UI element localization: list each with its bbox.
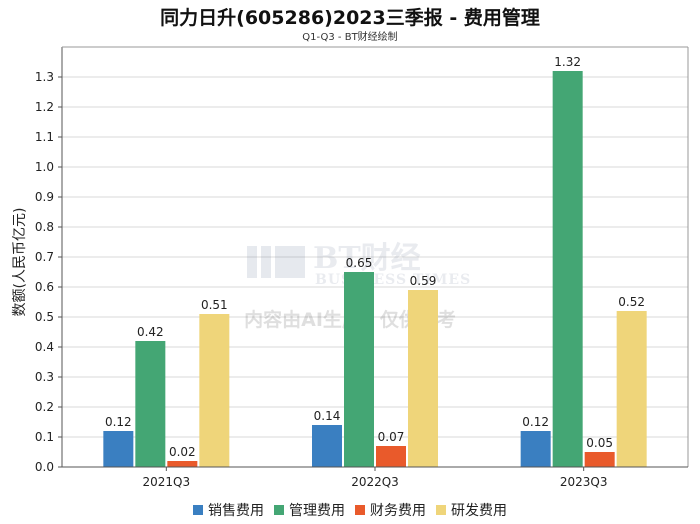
legend-swatch [274,505,284,515]
y-tick-label: 0.2 [35,400,54,414]
chart-subtitle: Q1-Q3 - BT财经绘制 [302,32,398,43]
bar [312,425,342,467]
y-axis-label: 数额(人民币亿元) [12,208,28,317]
bar-value-label: 0.42 [137,325,164,339]
bar-value-label: 0.51 [201,298,228,312]
bar [552,71,583,467]
y-tick-label: 0.0 [35,460,54,474]
bar [408,290,438,467]
data-labels: 0.12 0.42 0.02 0.51 0.14 0.65 0.07 0.59 0.12 1.32… [105,55,645,459]
bar [616,311,647,467]
bar [135,341,166,467]
watermark-logo-text: BT财经 [313,241,421,276]
x-tick-label: 2023Q3 [560,475,608,489]
legend-item: 财务费用 [355,500,426,520]
legend-item: 销售费用 [193,500,264,520]
legend-item: 管理费用 [274,500,345,520]
legend-label: 销售费用 [208,503,264,519]
y-tick-label: 0.4 [35,340,54,354]
bar [103,431,134,467]
legend-swatch [436,505,446,515]
y-tick-label: 1.0 [35,160,54,174]
bar-value-label: 0.12 [522,415,549,429]
bars [103,71,647,467]
grid-lines [62,76,688,468]
legend-label: 研发费用 [451,503,507,519]
bar [199,314,230,467]
legend-label: 财务费用 [370,503,426,519]
y-tick-label: 0.1 [35,430,54,444]
y-tick-label: 0.8 [35,220,54,234]
y-tick-label: 1.1 [35,130,54,144]
axes: 0.0 0.1 0.2 0.3 0.4 0.5 0.6 0.7 0.8 0.9 1.0 1.1 1.2 1… [35,46,689,489]
bar [167,461,198,467]
legend-item: 研发费用 [436,500,507,520]
legend-swatch [355,505,365,515]
bar [376,446,406,467]
legend-swatch [193,505,203,515]
y-tick-label: 0.9 [35,190,54,204]
bar-value-label: 0.02 [169,445,196,459]
bar-value-label: 1.32 [554,55,581,69]
bar-value-label: 0.07 [378,430,405,444]
y-tick-label: 1.3 [35,70,54,84]
bar [520,431,551,467]
x-tick-label: 2021Q3 [143,475,191,489]
chart-title: 同力日升(605286)2023三季报 - 费用管理 [160,7,540,29]
bar-value-label: 0.65 [346,256,373,270]
y-tick-label: 0.7 [35,250,54,264]
bar-value-label: 0.14 [314,409,341,423]
bar [584,452,615,467]
bar-value-label: 0.52 [618,295,645,309]
bar-value-label: 0.12 [105,415,132,429]
x-tick-label: 2022Q3 [351,475,399,489]
bar-value-label: 0.05 [586,436,613,450]
y-tick-label: 1.2 [35,100,54,114]
bar [344,272,374,467]
bar-value-label: 0.59 [410,274,437,288]
watermark-logo-block-3 [275,246,305,278]
watermark-logo-block-1 [247,246,257,278]
y-tick-label: 0.5 [35,310,54,324]
watermark-logo-subtext: BUSINESS TIMES [315,272,471,288]
y-tick-label: 0.3 [35,370,54,384]
y-tick-label: 0.6 [35,280,54,294]
legend: 销售费用 管理费用 财务费用 研发费用 [0,500,700,520]
watermark-logo-block-2 [261,246,271,278]
legend-label: 管理费用 [289,503,345,519]
